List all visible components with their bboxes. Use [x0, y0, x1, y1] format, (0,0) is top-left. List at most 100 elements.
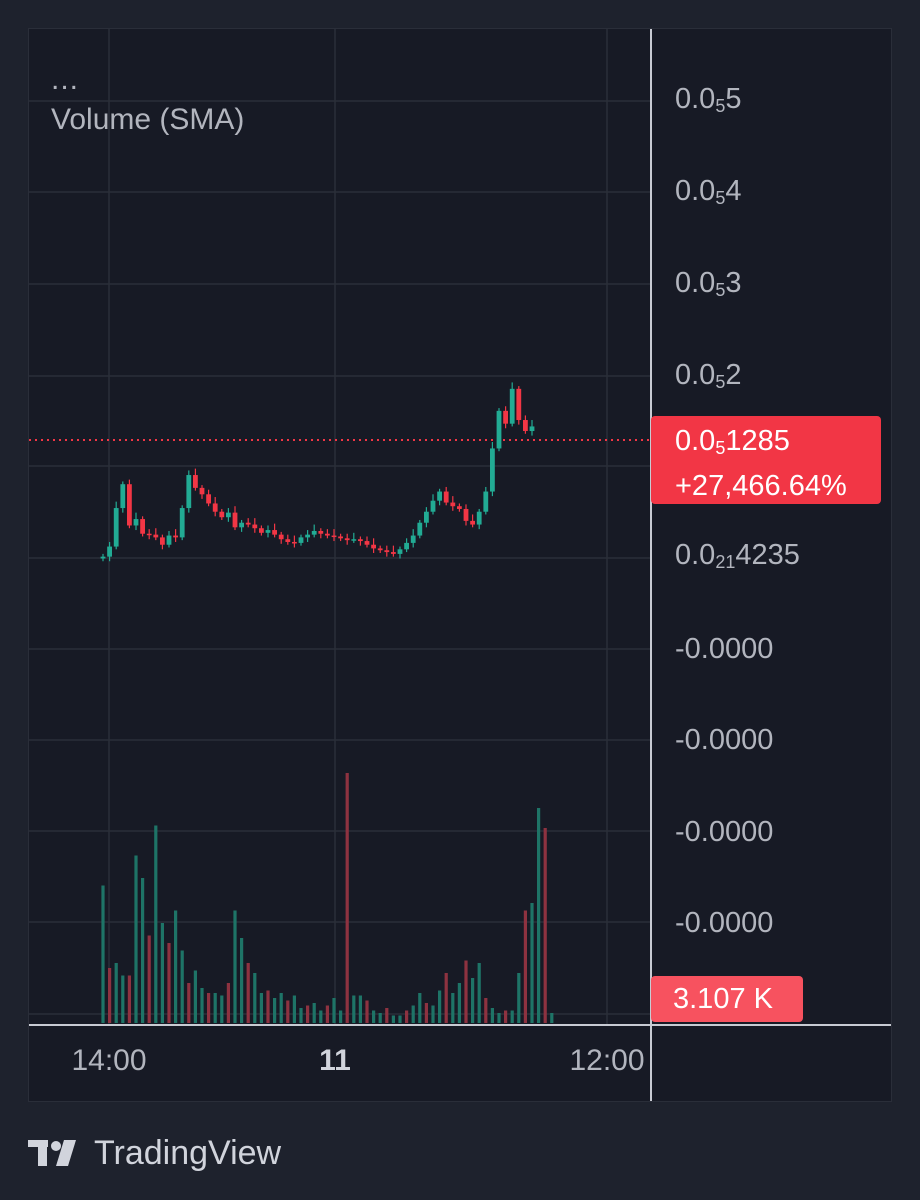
volume-bar-12 [180, 950, 184, 1023]
volume-bar-60 [497, 1013, 501, 1023]
candle-body-5 [133, 519, 139, 526]
candle-body-10 [166, 535, 172, 545]
price-tick-4: 0.0214235 [675, 539, 800, 572]
volume-bar-64 [523, 910, 527, 1023]
candle-body-56 [470, 520, 475, 525]
candle-body-0 [100, 556, 106, 559]
volume-bar-61 [504, 1010, 508, 1023]
candle-body-47 [410, 535, 416, 543]
volume-bar-48 [418, 993, 422, 1023]
volume-bar-26 [273, 998, 277, 1023]
volume-bar-38 [352, 995, 356, 1023]
volume-bar-14 [193, 970, 197, 1023]
volume-bar-33 [319, 1010, 323, 1023]
candle-body-41 [371, 544, 376, 549]
volume-bar-40 [365, 1000, 369, 1023]
tradingview-brand-name: TradingView [94, 1133, 282, 1172]
legend-volume-sma[interactable]: Volume (SMA) [51, 103, 245, 136]
volume-bar-25 [266, 990, 270, 1023]
last-price-label: 0.051285 +27,466.64% [651, 416, 881, 504]
candle-body-40 [364, 541, 370, 545]
candle-body-22 [245, 522, 251, 525]
candle-body-52 [443, 491, 449, 503]
candle-body-17 [212, 503, 218, 512]
volume-bar-41 [372, 1010, 376, 1023]
candle-body-43 [384, 550, 390, 553]
volume-bar-24 [259, 993, 263, 1023]
volume-bar-35 [332, 998, 336, 1023]
volume-bar-37 [345, 773, 349, 1023]
volume-bar-65 [530, 903, 534, 1023]
candle-body-3 [120, 484, 126, 509]
candle-body-48 [417, 522, 423, 536]
volume-bar-23 [253, 973, 257, 1023]
candle-body-63 [516, 388, 522, 421]
price-tick-2: 0.053 [675, 267, 742, 300]
volume-bar-0 [101, 885, 105, 1023]
candle-body-7 [146, 533, 152, 536]
candle-body-18 [219, 511, 225, 518]
candle-body-6 [140, 519, 145, 534]
volume-bar-49 [424, 1003, 428, 1023]
volume-bar-21 [240, 938, 244, 1023]
volume-bar-8 [154, 825, 158, 1023]
candle-body-37 [344, 538, 350, 541]
candle-body-8 [153, 534, 159, 538]
time-tick-1400: 14:00 [71, 1044, 147, 1077]
chart-pane[interactable]: ... Volume (SMA) 0.055 0.054 0.053 0.052 0.0… [28, 28, 892, 1102]
volume-bar-39 [358, 995, 362, 1023]
candle-body-23 [252, 524, 258, 529]
candle-body-2 [113, 508, 119, 547]
candle-body-35 [331, 535, 337, 538]
tradingview-branding[interactable]: TradingView [28, 1130, 281, 1176]
volume-bar-31 [306, 1005, 310, 1023]
tradingview-logo-icon [28, 1140, 76, 1166]
candle-body-61 [503, 410, 508, 424]
volume-bar-62 [510, 1010, 514, 1023]
price-tick-0: 0.055 [675, 83, 742, 116]
time-tick-1200: 12:00 [569, 1044, 645, 1077]
candle-body-9 [160, 537, 165, 545]
legend-more-dots[interactable]: ... [51, 63, 80, 96]
price-tick-1: 0.054 [675, 175, 742, 208]
last-volume-label: 3.107 K [651, 976, 803, 1022]
candle-body-44 [391, 552, 396, 554]
volume-bar-7 [147, 935, 151, 1023]
candle-body-27 [278, 534, 284, 540]
candle-body-57 [476, 511, 482, 525]
candle-body-64 [523, 420, 528, 432]
volume-bar-51 [438, 990, 442, 1023]
volume-bar-43 [385, 1008, 389, 1023]
last-price-value: 0.051285 [675, 425, 790, 458]
volume-bar-46 [405, 1010, 409, 1023]
candle-body-13 [186, 475, 192, 509]
volume-bar-53 [451, 993, 455, 1023]
candle-body-28 [285, 539, 291, 542]
candle-body-39 [358, 539, 363, 542]
candle-body-46 [404, 542, 409, 550]
chart-canvas[interactable] [29, 29, 892, 1102]
volume-bar-16 [207, 993, 211, 1023]
price-tick-8: -0.0000 [675, 907, 774, 939]
volume-bar-17 [213, 993, 217, 1023]
volume-bar-22 [246, 963, 250, 1023]
volume-bar-56 [471, 978, 475, 1023]
volume-bar-54 [457, 983, 461, 1023]
volume-bar-13 [187, 983, 191, 1023]
volume-bar-55 [464, 960, 468, 1023]
volume-bar-6 [141, 878, 145, 1023]
volume-bar-59 [490, 1008, 494, 1023]
volume-bar-20 [233, 910, 237, 1023]
candle-body-62 [509, 388, 515, 424]
candle-body-34 [325, 533, 330, 536]
candle-body-31 [305, 534, 310, 538]
volume-bar-50 [431, 1005, 435, 1023]
time-tick-day-11: 11 [319, 1044, 351, 1077]
candle-body-29 [292, 541, 297, 544]
volume-bar-63 [517, 973, 521, 1023]
candle-body-38 [351, 539, 357, 541]
candle-body-21 [239, 522, 244, 528]
price-tick-5: -0.0000 [675, 633, 774, 665]
volume-bar-18 [220, 995, 224, 1023]
volume-series [101, 773, 554, 1023]
